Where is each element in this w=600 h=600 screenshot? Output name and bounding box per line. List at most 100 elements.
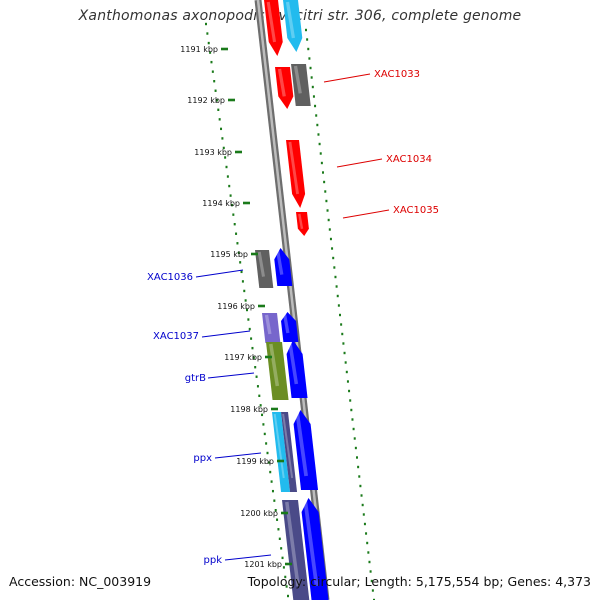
gene-label-xac1033[interactable]: XAC1033	[374, 69, 420, 80]
gene-arrow-red[interactable]	[296, 212, 309, 236]
gc-dot-outer	[348, 389, 351, 393]
gc-dot-inner	[228, 184, 231, 188]
gc-dot-outer	[311, 85, 314, 89]
gc-dot-outer	[339, 313, 341, 317]
gene-arrow-red[interactable]	[286, 140, 306, 208]
gc-dot-outer	[309, 66, 312, 70]
gene-arrow-gray[interactable]	[291, 64, 311, 106]
gc-dot-outer	[366, 541, 369, 545]
gc-dot-inner	[259, 404, 262, 407]
kbp-tick	[271, 407, 278, 411]
gc-dot-outer	[331, 247, 334, 250]
gc-dot-outer	[344, 361, 347, 364]
gene-label-xac1034[interactable]: XAC1034	[386, 154, 432, 165]
gc-dot-outer	[359, 484, 362, 488]
gene-label-xac1035[interactable]: XAC1035	[393, 205, 439, 216]
gc-dot-inner	[265, 442, 268, 445]
gc-dot-inner	[226, 175, 229, 178]
gc-dot-outer	[360, 494, 363, 497]
gene-arrow-blue[interactable]	[286, 340, 308, 398]
gene-label-ppk[interactable]: ppk	[204, 555, 223, 566]
kbp-label: 1196 kbp	[217, 302, 255, 311]
gc-dot-outer	[316, 123, 319, 127]
gc-dot-inner	[271, 489, 274, 493]
gene-label-leader	[224, 554, 272, 561]
gc-dot-outer	[324, 190, 327, 193]
gc-dot-outer	[353, 437, 356, 440]
gc-dot-inner	[278, 537, 281, 540]
gene-arrow-red[interactable]	[275, 67, 294, 109]
gc-dot-outer	[307, 47, 310, 51]
gc-dot-outer	[340, 323, 343, 326]
gc-dot-inner	[222, 146, 225, 150]
gc-dot-inner	[206, 32, 209, 35]
gc-dot-inner	[287, 594, 289, 598]
gene-arrow-gray[interactable]	[255, 250, 274, 288]
kbp-tick	[285, 562, 292, 566]
gc-dot-outer	[328, 228, 331, 231]
gene-arrow-cyan[interactable]	[272, 412, 291, 492]
gc-dot-inner	[210, 60, 213, 64]
gc-dot-outer	[305, 28, 307, 32]
gc-dot-outer	[335, 285, 338, 288]
gene-label-ppx[interactable]: ppx	[193, 453, 212, 464]
gc-content-dots	[205, 22, 375, 600]
genome-backbone	[254, 0, 330, 600]
gene-arrow-red[interactable]	[264, 0, 283, 56]
gc-dot-outer	[315, 114, 318, 117]
gc-dot-outer	[318, 142, 321, 146]
gc-dot-outer	[370, 579, 373, 583]
gene-arrow-blue[interactable]	[301, 498, 329, 600]
gene-label-leader	[342, 209, 390, 219]
gc-dot-inner	[255, 375, 258, 378]
gene-arrow-cyan[interactable]	[283, 0, 303, 52]
gc-dot-outer	[308, 57, 311, 60]
gene-arrow-olive[interactable]	[266, 342, 289, 400]
gene-arrow-blue[interactable]	[274, 248, 293, 286]
gc-dot-outer	[369, 570, 372, 573]
gene-arrow-blue[interactable]	[293, 410, 319, 490]
gc-dot-outer	[356, 456, 358, 459]
kbp-tick	[221, 47, 228, 51]
gc-dot-outer	[332, 256, 335, 260]
map-title: Xanthomonas axonopodis pv. citri str. 30…	[78, 8, 522, 24]
kbp-label: 1195 kbp	[210, 250, 248, 259]
gene-label-xac1037[interactable]: XAC1037	[153, 331, 199, 342]
kbp-label: 1191 kbp	[180, 45, 218, 54]
gc-dot-inner	[207, 41, 210, 45]
kbp-tick	[277, 459, 284, 463]
gc-dot-inner	[266, 451, 269, 455]
genome-stats-text: Topology: circular; Length: 5,175,554 bp…	[247, 574, 591, 589]
gc-dot-inner	[251, 346, 254, 350]
gc-dot-outer	[314, 104, 317, 108]
gc-dot-inner	[276, 518, 279, 521]
gene-label-gtrb[interactable]: gtrB	[185, 373, 206, 384]
kbp-scale: 1191 kbp 1192 kbp 1193 kbp 1194 kbp 1195 kbp…	[180, 45, 292, 569]
gc-dot-inner	[229, 194, 232, 197]
gene-arrow-blue[interactable]	[281, 312, 299, 342]
gene-label-xac1036[interactable]: XAC1036	[147, 272, 193, 283]
kbp-label: 1201 kbp	[244, 560, 282, 569]
gc-dot-inner	[280, 547, 283, 550]
gc-dot-outer	[326, 209, 329, 212]
gc-dot-outer	[352, 427, 355, 431]
gc-dot-inner	[263, 432, 266, 436]
gc-dot-inner	[211, 70, 214, 73]
gc-dot-inner	[246, 308, 248, 312]
gene-label-leader	[214, 452, 262, 459]
gc-dot-inner	[236, 242, 239, 245]
gene-arrow-purple[interactable]	[262, 313, 281, 343]
gc-dot-inner	[270, 480, 273, 483]
gene-arrow-navy[interactable]	[281, 412, 298, 492]
gene-arrow-navy[interactable]	[282, 500, 310, 600]
gc-dot-inner	[244, 299, 247, 302]
kbp-tick	[281, 511, 288, 515]
kbp-label: 1198 kbp	[230, 405, 268, 414]
gc-dot-outer	[373, 598, 375, 600]
gc-dot-inner	[213, 80, 216, 83]
gc-dot-inner	[230, 203, 233, 207]
kbp-label: 1200 kbp	[240, 509, 278, 518]
kbp-label: 1193 kbp	[194, 148, 232, 157]
gc-dot-outer	[334, 275, 337, 279]
